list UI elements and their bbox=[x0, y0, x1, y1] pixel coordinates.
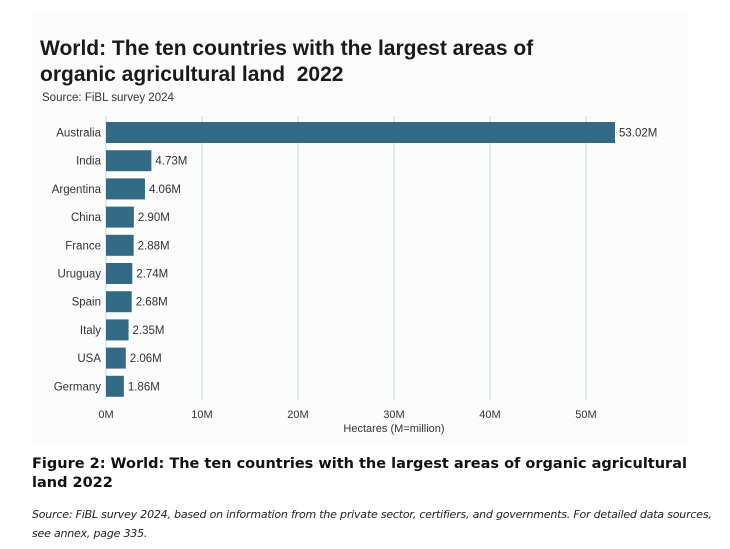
x-tick-label: 20M bbox=[287, 409, 308, 421]
bar-chart: 0M 10M 20M 30M 40M 50M Hectares (M=million) Aus… bbox=[52, 116, 657, 435]
bar bbox=[106, 122, 615, 143]
category-label: China bbox=[71, 212, 102, 224]
data-label: 2.74M bbox=[136, 269, 168, 281]
bar bbox=[106, 206, 134, 228]
figure-source: Source: FiBL survey 2024, based on infor… bbox=[32, 508, 712, 540]
category-label: Germany bbox=[54, 381, 102, 393]
data-label: 1.86M bbox=[128, 381, 160, 393]
category-label: Spain bbox=[72, 297, 101, 309]
x-tick-label: 10M bbox=[191, 409, 212, 421]
chart-title-line-2: organic agricultural land 2022 bbox=[40, 63, 344, 86]
data-label: 2.88M bbox=[138, 240, 170, 252]
chart-title: World: The ten countries with the larges… bbox=[40, 36, 660, 88]
bar bbox=[106, 291, 132, 313]
figure-caption: Figure 2: World: The ten countries with … bbox=[32, 456, 687, 491]
x-tick-label: 30M bbox=[383, 409, 404, 421]
x-axis-label: Hectares (M=million) bbox=[343, 423, 444, 435]
category-label: Argentina bbox=[52, 184, 102, 196]
bar bbox=[106, 150, 152, 172]
category-label: France bbox=[65, 240, 101, 252]
data-label: 2.90M bbox=[138, 212, 170, 224]
x-tick-label: 50M bbox=[575, 409, 596, 421]
bar bbox=[106, 319, 129, 341]
bar bbox=[106, 375, 124, 397]
bar bbox=[106, 178, 145, 200]
bar bbox=[106, 347, 126, 369]
category-label: Italy bbox=[80, 325, 101, 337]
category-label: India bbox=[76, 156, 102, 168]
category-label: Uruguay bbox=[58, 269, 102, 281]
chart-subtitle: Source: FiBL survey 2024 bbox=[42, 92, 174, 104]
data-label: 2.68M bbox=[136, 297, 168, 309]
data-label: 4.06M bbox=[149, 184, 181, 196]
data-label: 53.02M bbox=[619, 128, 657, 140]
category-label: USA bbox=[77, 353, 101, 365]
data-label: 2.35M bbox=[133, 325, 165, 337]
category-label: Australia bbox=[56, 128, 101, 140]
chart-panel bbox=[32, 12, 687, 442]
x-tick-label: 0M bbox=[98, 409, 113, 421]
data-label: 4.73M bbox=[155, 156, 187, 168]
bar bbox=[106, 263, 133, 284]
chart-title-line-1: World: The ten countries with the larges… bbox=[40, 37, 534, 60]
x-tick-label: 40M bbox=[479, 409, 500, 421]
bar bbox=[106, 234, 134, 256]
data-label: 2.06M bbox=[130, 353, 162, 365]
